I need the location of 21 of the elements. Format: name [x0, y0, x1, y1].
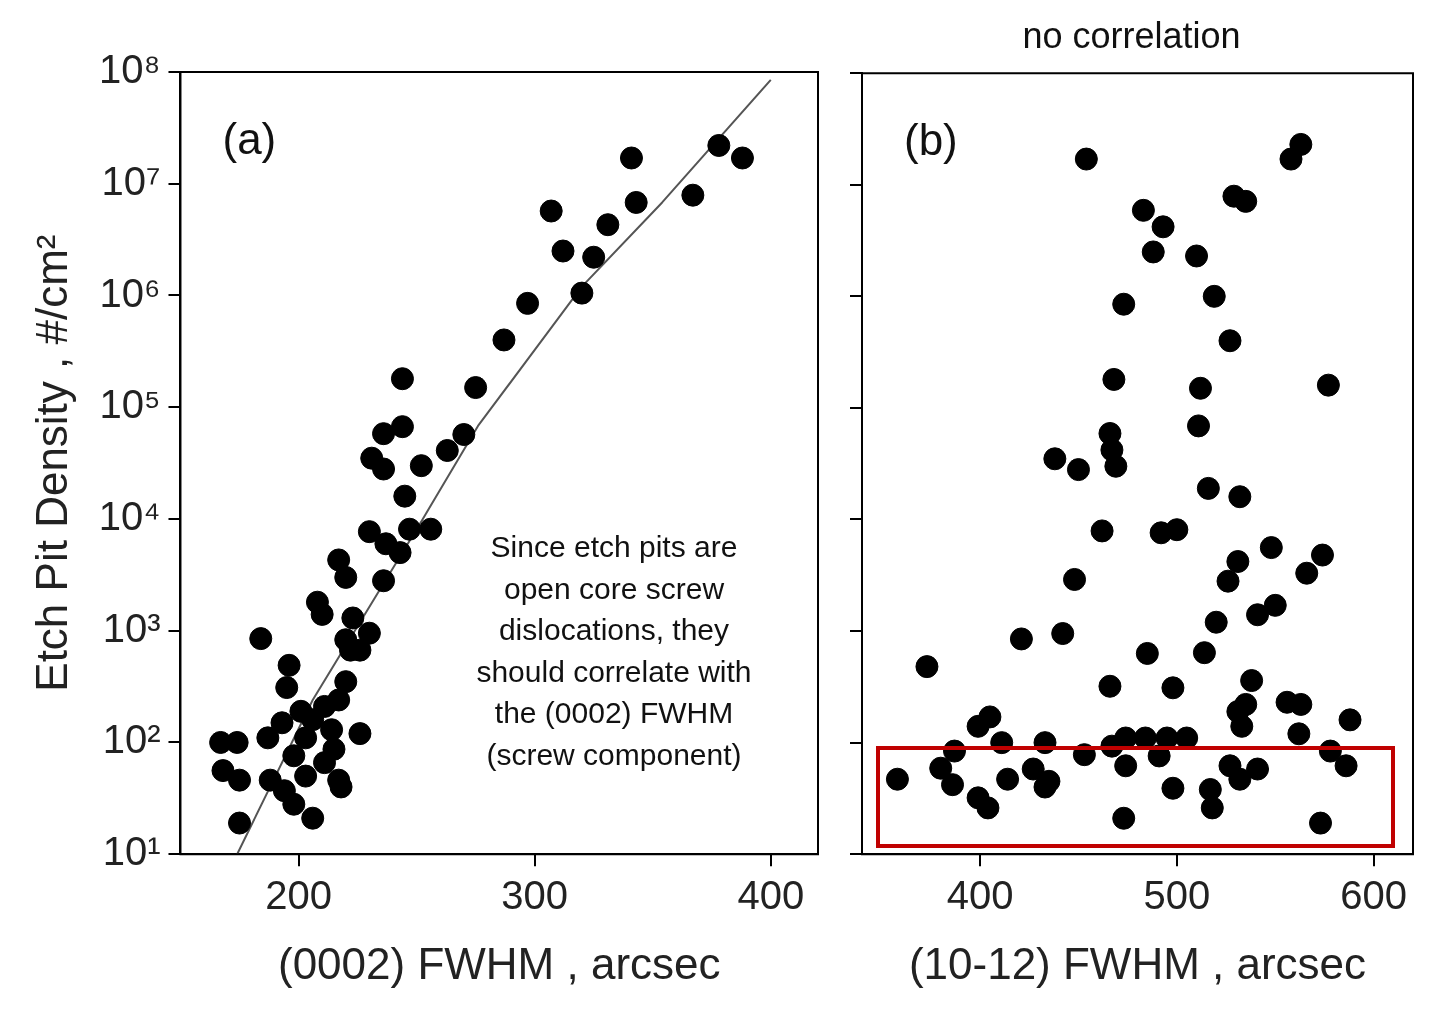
x-tick-label: 200 [265, 873, 332, 918]
y-tick-label: 10⁷ [101, 158, 161, 203]
x-tick-label: 500 [1143, 873, 1211, 918]
x-axis-title: (0002) FWHM , arcsec [277, 938, 721, 988]
y-tick-label: 10⁸ [99, 47, 161, 92]
y-axis-title: Etch Pit Density , #/cm² [26, 234, 76, 692]
annotation: (b) [904, 115, 958, 165]
x-axis-title: (10-12) FWHM , arcsec [908, 938, 1367, 988]
y-tick-label: 10⁵ [99, 382, 161, 427]
y-tick-label: 10⁶ [99, 270, 161, 315]
y-tick-label: 10³ [102, 605, 161, 650]
annotation: (a) [222, 114, 277, 164]
x-tick-label: 300 [501, 873, 569, 918]
chart-title: no correlation [1022, 14, 1241, 56]
y-tick-label: 10⁴ [98, 494, 161, 538]
x-tick-label: 600 [1340, 873, 1408, 918]
y-tick-label: 10² [102, 717, 161, 762]
y-tick-label: 10¹ [102, 829, 161, 874]
x-tick-label: 400 [737, 873, 805, 918]
x-tick-label: 400 [946, 873, 1014, 918]
annotation: Since etch pits are open core screw dislocations, they should correlate with the (0002) FWHM (screw component) [476, 530, 752, 771]
